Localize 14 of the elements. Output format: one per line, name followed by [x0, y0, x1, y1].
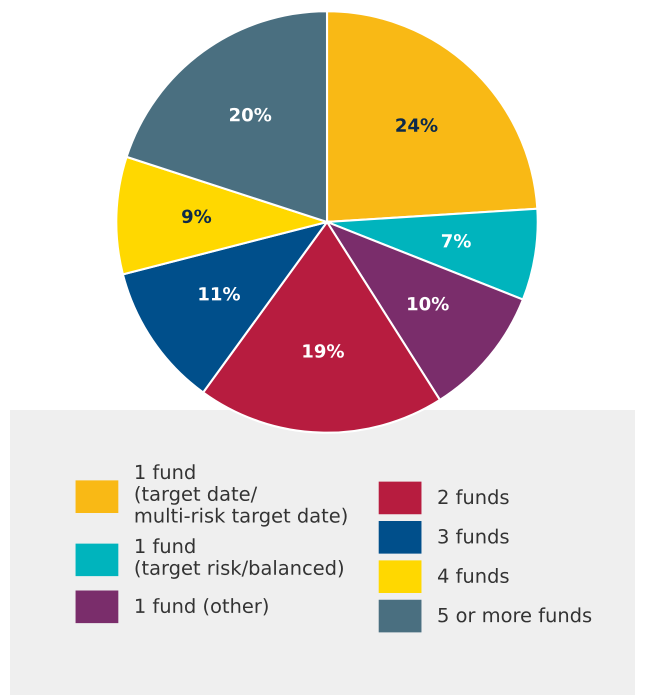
- legend-label: 3 funds: [438, 528, 509, 544]
- legend-label: 1 fund (target date/ multi-risk target date): [136, 464, 347, 527]
- data-label: 10%: [408, 296, 449, 310]
- data-label: 24%: [396, 118, 438, 132]
- data-label: 20%: [230, 108, 272, 122]
- legend-label: 4 funds: [438, 568, 509, 584]
- data-label: 9%: [182, 209, 212, 224]
- data-label: 11%: [199, 286, 240, 301]
- data-label: 7%: [442, 234, 471, 248]
- legend-label: 5 or more funds: [438, 607, 592, 622]
- data-label: 19%: [303, 344, 344, 358]
- legend-label: 1 fund (other): [136, 598, 268, 616]
- legend-label: 1 fund (target risk/balanced): [136, 538, 343, 579]
- legend-label: 2 funds: [438, 489, 509, 504]
